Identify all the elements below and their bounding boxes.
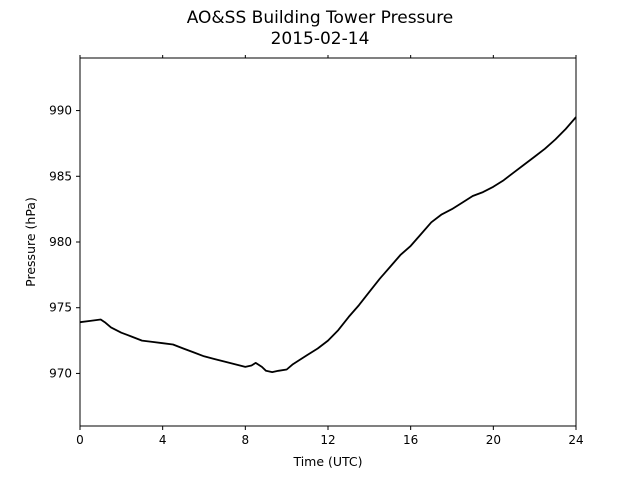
x-tick-label: 0 (76, 433, 84, 447)
y-tick-label: 970 (49, 366, 72, 380)
x-tick-label: 20 (486, 433, 501, 447)
x-tick-label: 24 (568, 433, 583, 447)
chart-subtitle: 2015-02-14 (270, 29, 370, 49)
plot-frame (79, 57, 577, 427)
series-layer (79, 116, 577, 374)
x-tick-label: 4 (159, 433, 167, 447)
y-axis-label: Pressure (hPa) (23, 197, 38, 287)
chart-title: AO&SS Building Tower Pressure (186, 8, 454, 28)
y-tick-label: 990 (49, 104, 72, 118)
y-tick-label: 980 (49, 235, 72, 249)
axis-ticks: 0 4 8 12 16 20 24 970 975 980 985 990 (49, 55, 584, 447)
y-tick-label: 975 (49, 301, 72, 315)
x-axis-label: Time (UTC) (292, 454, 362, 469)
x-tick-label: 8 (242, 433, 250, 447)
y-tick-label: 985 (49, 169, 72, 183)
pressure-series-line (79, 116, 577, 374)
x-tick-label: 16 (403, 433, 418, 447)
x-tick-label: 12 (320, 433, 335, 447)
